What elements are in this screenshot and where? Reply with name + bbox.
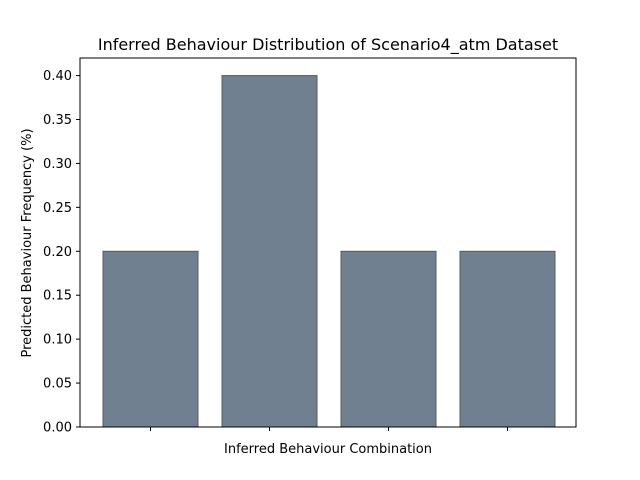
- y-tick-label: 0.25: [43, 201, 72, 216]
- bar: [340, 250, 437, 428]
- y-tick-label: 0.00: [43, 421, 72, 436]
- y-tick-label: 0.40: [43, 69, 72, 84]
- bar: [221, 75, 318, 428]
- y-tick-label: 0.35: [43, 113, 72, 128]
- bar: [102, 250, 199, 428]
- x-axis-label: Inferred Behaviour Combination: [224, 442, 432, 457]
- chart-title: Inferred Behaviour Distribution of Scena…: [98, 35, 558, 55]
- y-tick-label: 0.20: [43, 245, 72, 260]
- y-tick-label: 0.05: [43, 377, 72, 392]
- y-axis-label: Predicted Behaviour Frequency (%): [20, 128, 35, 357]
- y-tick-label: 0.30: [43, 157, 72, 172]
- plot-area: 0.00 0.05 0.10 0.15 0.20 0.25 0.30 0.35 0.40: [43, 57, 577, 436]
- y-tick-label: 0.10: [43, 333, 72, 348]
- y-tick-label: 0.15: [43, 289, 72, 304]
- axes-frame: [79, 57, 577, 428]
- bar: [459, 250, 556, 428]
